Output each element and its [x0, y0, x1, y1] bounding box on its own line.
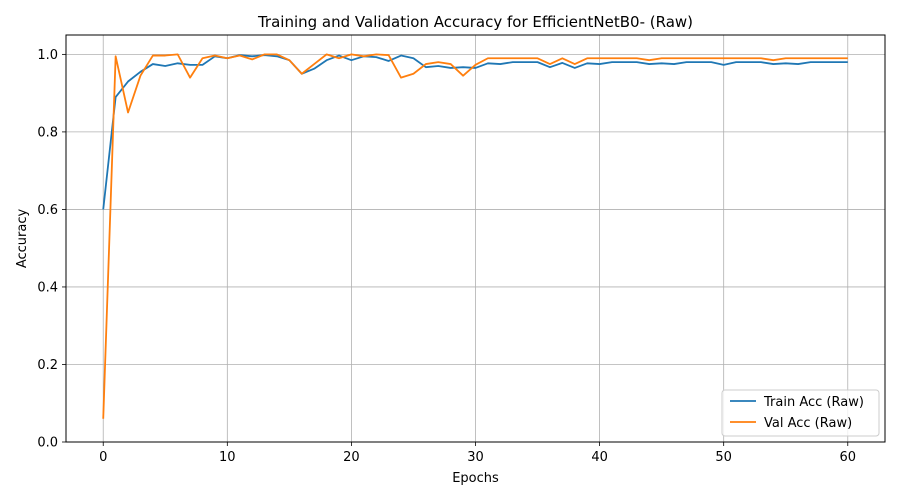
- grid: [66, 35, 885, 443]
- y-tick-label: 0.8: [37, 125, 58, 140]
- x-tick-label: 30: [467, 450, 484, 465]
- x-tick-label: 10: [219, 450, 236, 465]
- legend-label-val: Val Acc (Raw): [764, 416, 852, 431]
- legend-box: [721, 389, 880, 437]
- chart-title: Training and Validation Accuracy for Eff…: [257, 13, 693, 31]
- legend-label-train: Train Acc (Raw): [763, 395, 864, 410]
- x-tick-label: 60: [839, 450, 856, 465]
- x-tick-label: 0: [99, 450, 107, 465]
- y-tick-label: 0.4: [37, 280, 58, 295]
- y-axis-title: Accuracy: [15, 209, 30, 269]
- x-axis-title: Epochs: [452, 471, 499, 486]
- axis-ticks: 0 10 20 30 40 50 60 0.0 0.2 0.4 0.6 0.8 1.0: [37, 48, 856, 465]
- y-tick-label: 0.6: [37, 203, 58, 218]
- y-tick-label: 0.0: [37, 436, 58, 451]
- series-lines: [102, 53, 848, 419]
- val-acc-line: [102, 53, 848, 419]
- legend: Train Acc (Raw) Val Acc (Raw): [721, 389, 880, 437]
- x-tick-label: 20: [343, 450, 360, 465]
- x-tick-label: 40: [591, 450, 608, 465]
- y-tick-label: 0.2: [37, 358, 58, 373]
- x-tick-label: 50: [715, 450, 732, 465]
- y-tick-label: 1.0: [37, 48, 58, 63]
